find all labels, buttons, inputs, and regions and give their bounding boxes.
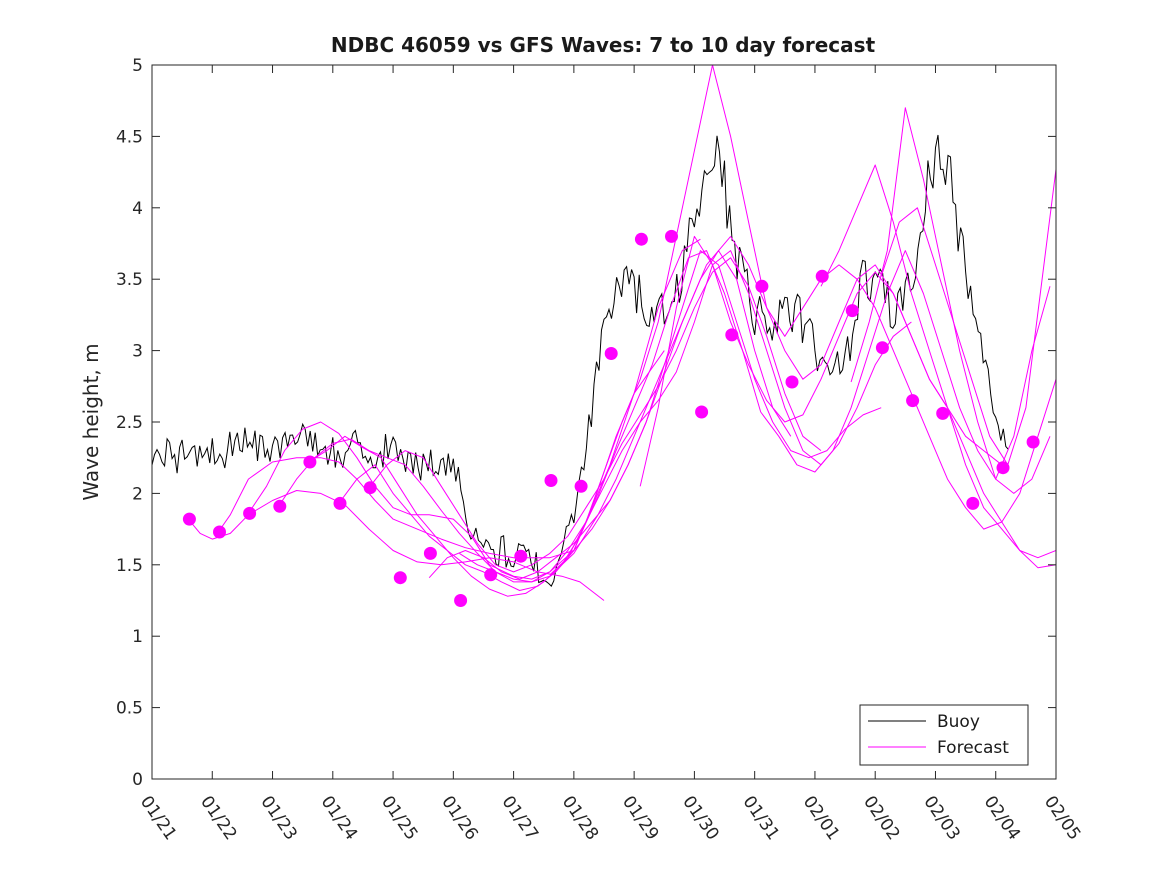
chart-title: NDBC 46059 vs GFS Waves: 7 to 10 day for… — [331, 33, 876, 57]
legend-box — [859, 704, 1029, 766]
forecast-line — [459, 250, 912, 583]
y-tick-label: 3.5 — [116, 270, 143, 290]
forecast-marker — [634, 232, 648, 246]
buoy-series — [152, 134, 1009, 587]
forecast-marker — [273, 499, 287, 513]
y-axis-label: Wave height, m — [79, 343, 103, 500]
legend-forecast-label: Forecast — [937, 738, 1009, 758]
legend: Buoy Forecast — [859, 704, 1029, 766]
forecast-marker — [755, 279, 769, 293]
forecast-line — [278, 236, 731, 583]
plot-area — [151, 64, 1057, 780]
forecast-marker — [484, 568, 498, 582]
forecast-marker — [514, 549, 528, 563]
y-tick-label: 1.5 — [116, 556, 143, 576]
axes-box — [152, 65, 1056, 779]
forecast-markers — [182, 229, 1040, 607]
forecast-marker — [996, 461, 1010, 475]
forecast-marker — [544, 474, 558, 487]
forecast-line — [850, 107, 1051, 494]
forecast-marker — [1026, 435, 1040, 449]
forecast-marker — [936, 406, 950, 420]
forecast-marker — [815, 269, 829, 283]
legend-buoy-label: Buoy — [937, 712, 980, 732]
forecast-marker — [303, 455, 317, 469]
forecast-marker — [213, 525, 226, 539]
forecast-marker — [906, 394, 920, 408]
y-tick-label: 0 — [132, 770, 143, 790]
forecast-marker — [423, 546, 437, 560]
y-tick-label: 0.5 — [116, 699, 143, 719]
forecast-marker — [665, 229, 678, 243]
forecast-line — [820, 164, 1056, 559]
y-axis: 0 0.5 1 1.5 2 2.5 3 3.5 4 4.5 5 — [116, 56, 1056, 790]
forecast-marker — [333, 496, 347, 510]
forecast-marker — [393, 571, 407, 585]
forecast-marker — [604, 347, 618, 360]
forecast-marker — [182, 512, 196, 526]
forecast-line — [308, 250, 762, 597]
forecast-marker — [785, 375, 799, 389]
y-tick-label: 5 — [132, 56, 143, 76]
buoy-line — [152, 134, 1009, 587]
forecast-series — [187, 65, 1056, 601]
y-tick-label: 4.5 — [116, 127, 143, 147]
forecast-marker — [363, 481, 377, 495]
forecast-line — [187, 490, 605, 601]
forecast-line — [730, 236, 1056, 530]
forecast-marker — [966, 496, 980, 510]
y-tick-label: 2 — [132, 484, 143, 504]
forecast-marker — [725, 328, 739, 342]
forecast-marker — [454, 594, 468, 607]
y-tick-label: 2.5 — [116, 413, 143, 433]
forecast-line — [247, 238, 701, 580]
forecast-line — [880, 169, 1056, 466]
forecast-line — [428, 250, 882, 580]
forecast-line — [338, 250, 792, 591]
y-tick-label: 3 — [132, 342, 143, 362]
forecast-marker — [695, 405, 709, 419]
y-tick-label: 1 — [132, 627, 143, 647]
forecast-marker — [574, 479, 588, 493]
forecast-marker — [845, 304, 859, 318]
forecast-line — [368, 257, 822, 573]
forecast-marker — [875, 341, 889, 355]
y-tick-label: 4 — [132, 199, 143, 219]
forecast-marker — [243, 506, 257, 520]
